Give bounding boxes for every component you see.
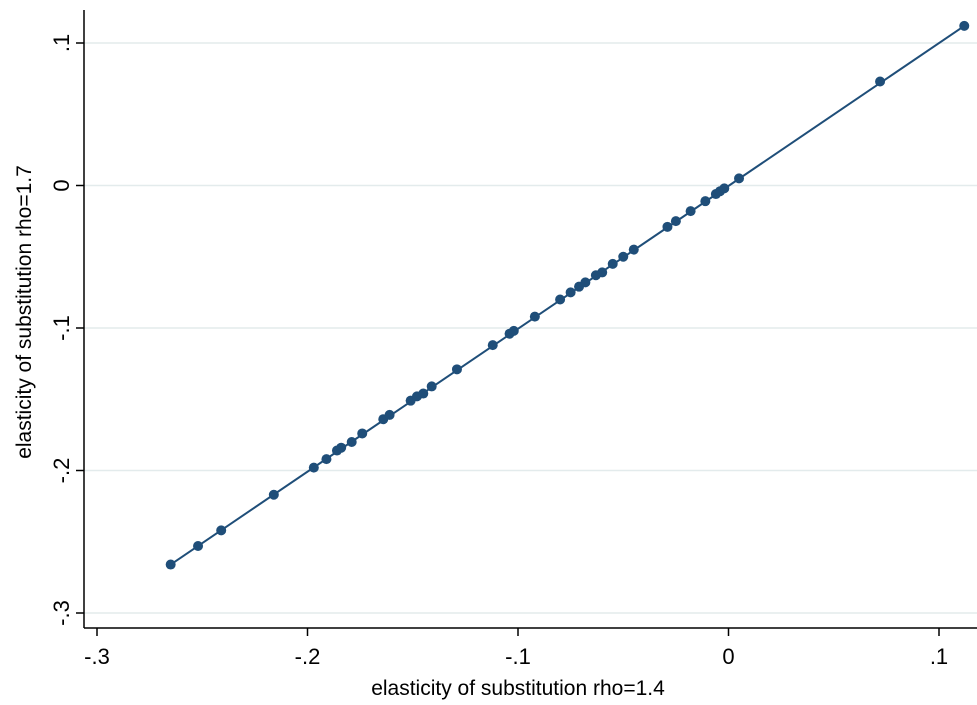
x-tick-label-4: .1 <box>930 644 948 669</box>
data-point-29 <box>628 244 639 255</box>
data-point-0 <box>165 559 176 570</box>
plot-area <box>165 20 970 570</box>
grid-lines <box>84 42 977 614</box>
data-point-7 <box>336 442 347 453</box>
data-point-16 <box>451 364 462 375</box>
y-axis-title: elasticity of substitution rho=1.7 <box>13 165 36 459</box>
data-point-3 <box>268 489 279 500</box>
data-point-26 <box>597 267 608 278</box>
data-point-5 <box>321 454 332 465</box>
data-point-38 <box>875 76 886 87</box>
data-point-11 <box>384 409 395 420</box>
data-point-19 <box>508 325 519 336</box>
data-point-24 <box>580 277 591 288</box>
data-point-9 <box>357 428 368 439</box>
axes: -.3 -.2 -.1 0 .1 -.3 -.2 -.1 0 .1 <box>49 10 977 669</box>
y-tick-label-4: .1 <box>49 34 74 52</box>
x-tick-label-0: -.3 <box>84 644 110 669</box>
data-point-17 <box>487 340 498 351</box>
data-point-14 <box>418 388 429 399</box>
y-tick-label-2: -.1 <box>49 315 74 341</box>
data-point-2 <box>216 525 227 536</box>
y-tick-label-1: -.2 <box>49 458 74 484</box>
data-point-30 <box>662 221 673 232</box>
x-tick-label-3: 0 <box>722 644 734 669</box>
x-tick-label-1: -.2 <box>295 644 321 669</box>
data-point-27 <box>607 258 618 269</box>
data-point-21 <box>555 294 566 305</box>
data-point-33 <box>700 196 711 207</box>
data-point-22 <box>565 287 576 298</box>
data-point-8 <box>346 437 357 447</box>
data-point-36 <box>719 183 730 194</box>
data-point-20 <box>529 311 540 322</box>
data-point-4 <box>308 462 319 473</box>
x-tick-label-2: -.1 <box>505 644 531 669</box>
data-point-1 <box>193 541 204 552</box>
data-point-32 <box>685 206 696 217</box>
data-point-39 <box>959 20 970 31</box>
data-point-15 <box>426 381 437 392</box>
x-axis-title: elasticity of substitution rho=1.4 <box>371 677 665 700</box>
data-point-31 <box>670 216 681 227</box>
y-tick-label-0: -.3 <box>49 600 74 626</box>
data-point-28 <box>618 251 629 262</box>
data-point-37 <box>734 173 745 184</box>
y-tick-label-3: 0 <box>49 179 74 191</box>
